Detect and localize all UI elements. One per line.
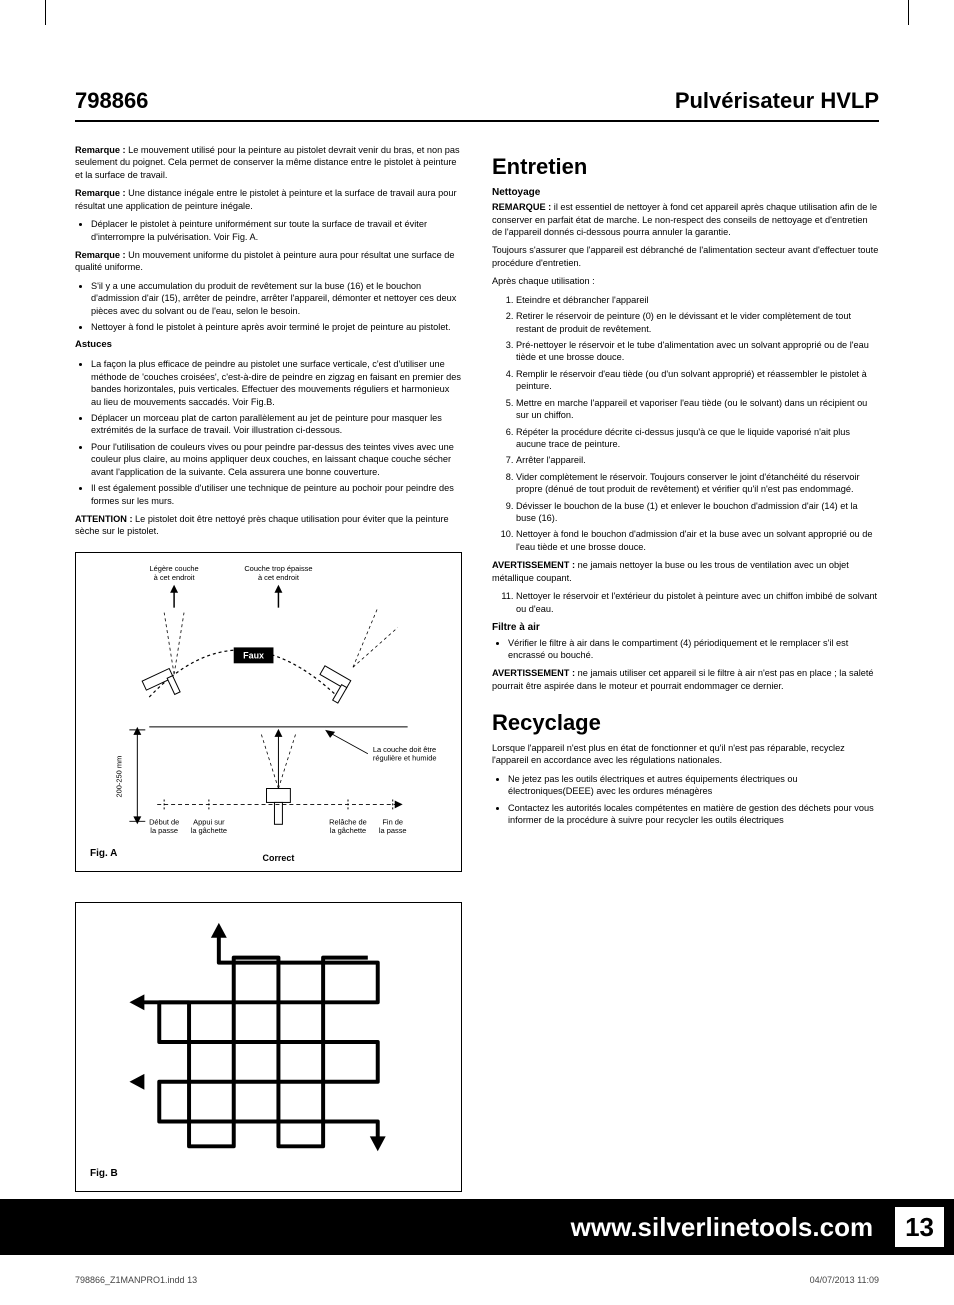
fig-label: régulière et humide (373, 753, 437, 762)
page-content: 798866 Pulvérisateur HVLP Remarque : Le … (0, 0, 954, 1192)
fig-label: la gâchette (191, 826, 227, 835)
columns: Remarque : Le mouvement utilisé pour la … (75, 144, 879, 1192)
list-item: Pour l'utilisation de couleurs vives ou … (91, 441, 462, 478)
fig-label: Légère couche (149, 564, 198, 573)
attention: ATTENTION : Le pistolet doit être nettoy… (75, 513, 462, 538)
page-number: 13 (895, 1207, 944, 1247)
after-use: Après chaque utilisation : (492, 275, 879, 287)
recyclage-list: Ne jetez pas les outils électriques et a… (492, 773, 879, 827)
recyclage-intro: Lorsque l'appareil n'est plus en état de… (492, 742, 879, 767)
list-item: Arrêter l'appareil. (516, 454, 879, 466)
list-item: Pré-nettoyer le réservoir et le tube d'a… (516, 339, 879, 364)
fig-label: Appui sur (193, 817, 225, 826)
cleaning-steps: Eteindre et débrancher l'appareil Retire… (492, 294, 879, 554)
remark-2: Remarque : Une distance inégale entre le… (75, 187, 462, 212)
footer-bar: www.silverlinetools.com 13 (0, 1199, 954, 1255)
footer-url: www.silverlinetools.com (571, 1212, 873, 1243)
warning-1: AVERTISSEMENT : ne jamais nettoyer la bu… (492, 559, 879, 584)
list-item: Répéter la procédure décrite ci-dessus j… (516, 426, 879, 451)
fig-label: à cet endroit (154, 573, 196, 582)
list-item: Contactez les autorités locales compéten… (508, 802, 879, 827)
list-item: Il est également possible d'utiliser une… (91, 482, 462, 507)
unplug-note: Toujours s'assurer que l'appareil est dé… (492, 244, 879, 269)
fig-label: Relâche de (329, 817, 367, 826)
remark-3: Remarque : Un mouvement uniforme du pist… (75, 249, 462, 274)
print-date: 04/07/2013 11:09 (810, 1275, 879, 1285)
list-item: Vider complètement le réservoir. Toujour… (516, 471, 879, 496)
nettoyage-heading: Nettoyage (492, 186, 879, 200)
entretien-heading: Entretien (492, 152, 879, 182)
print-metadata: 798866_Z1MANPRO1.indd 13 04/07/2013 11:0… (75, 1275, 879, 1285)
list-item: Nettoyer à fond le bouchon d'admission d… (516, 528, 879, 553)
astuces-list: La façon la plus efficace de peindre au … (75, 358, 462, 507)
fig-label: Début de (149, 817, 179, 826)
remark-1: Remarque : Le mouvement utilisé pour la … (75, 144, 462, 181)
model-number: 798866 (75, 88, 148, 114)
fig-label: la gâchette (330, 826, 366, 835)
list-item: S'il y a une accumulation du produit de … (91, 280, 462, 317)
bullets-1: Déplacer le pistolet à peinture uniformé… (75, 218, 462, 243)
filtre-list: Vérifier le filtre à air dans le compart… (492, 637, 879, 662)
list-item: Déplacer un morceau plat de carton paral… (91, 412, 462, 437)
correct-label: Correct (263, 853, 295, 863)
filtre-heading: Filtre à air (492, 621, 879, 635)
indd-file: 798866_Z1MANPRO1.indd 13 (75, 1275, 197, 1285)
fig-b-caption: Fig. B (90, 1167, 118, 1181)
list-item: Nettoyer le réservoir et l'extérieur du … (516, 590, 879, 615)
fig-label: la passe (150, 826, 178, 835)
fig-label: Fin de (382, 817, 403, 826)
fig-label: La couche doit être (373, 745, 436, 754)
figure-b: Fig. B (75, 902, 462, 1192)
list-item: Nettoyer à fond le pistolet à peinture a… (91, 321, 462, 333)
product-name: Pulvérisateur HVLP (675, 88, 879, 114)
distance-label: 200-250 mm (114, 755, 123, 797)
list-item: La façon la plus efficace de peindre au … (91, 358, 462, 408)
fig-label: la passe (379, 826, 407, 835)
list-item: Dévisser le bouchon de la buse (1) et en… (516, 500, 879, 525)
list-item: Mettre en marche l'appareil et vaporiser… (516, 397, 879, 422)
fig-label: à cet endroit (258, 573, 300, 582)
cleaning-steps-cont: Nettoyer le réservoir et l'extérieur du … (492, 590, 879, 615)
figure-b-svg (76, 903, 461, 1191)
list-item: Vérifier le filtre à air dans le compart… (508, 637, 879, 662)
page-header: 798866 Pulvérisateur HVLP (75, 88, 879, 122)
faux-label: Faux (243, 650, 264, 660)
list-item: Remplir le réservoir d'eau tiède (ou d'u… (516, 368, 879, 393)
astuces-heading: Astuces (75, 339, 462, 352)
list-item: Déplacer le pistolet à peinture uniformé… (91, 218, 462, 243)
list-item: Ne jetez pas les outils électriques et a… (508, 773, 879, 798)
fig-a-caption: Fig. A (90, 847, 117, 861)
fig-label: Couche trop épaisse (244, 564, 312, 573)
figure-a: Légère couche à cet endroit Couche trop … (75, 552, 462, 872)
recyclage-heading: Recyclage (492, 708, 879, 738)
right-column: Entretien Nettoyage REMARQUE : il est es… (492, 144, 879, 1192)
left-column: Remarque : Le mouvement utilisé pour la … (75, 144, 462, 1192)
list-item: Retirer le réservoir de peinture (0) en … (516, 310, 879, 335)
figure-a-svg: Légère couche à cet endroit Couche trop … (76, 553, 461, 871)
list-item: Eteindre et débrancher l'appareil (516, 294, 879, 306)
remark-cleaning: REMARQUE : il est essentiel de nettoyer … (492, 201, 879, 238)
warning-2: AVERTISSEMENT : ne jamais utiliser cet a… (492, 667, 879, 692)
bullets-2: S'il y a une accumulation du produit de … (75, 280, 462, 334)
